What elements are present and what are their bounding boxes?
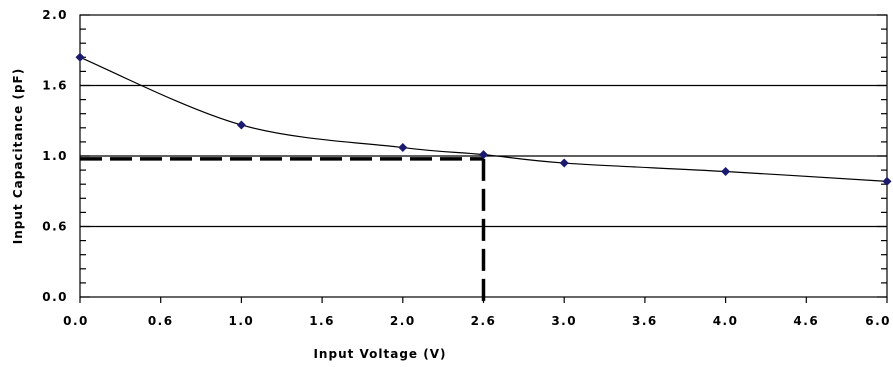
x-tick-label: 0.0 xyxy=(63,314,89,328)
x-tick-label: 2.0 xyxy=(390,314,416,328)
x-tick-label: 2.6 xyxy=(471,314,497,328)
y-tick-label: 0.6 xyxy=(42,220,68,234)
data-point-marker xyxy=(882,176,892,186)
data-point-marker xyxy=(236,120,246,130)
x-tick-label: 6.0 xyxy=(865,314,891,328)
x-tick-label: 1.6 xyxy=(309,314,335,328)
x-tick-labels: 0.0 0.6 1.0 1.6 2.0 2.6 3.0 3.6 4.0 4.6 6.0 xyxy=(63,314,891,328)
data-point-marker xyxy=(479,150,488,160)
y-tick-label: 1.0 xyxy=(42,149,68,163)
data-point-marker xyxy=(559,158,569,168)
reference-lines xyxy=(80,157,486,303)
y-tick-label: 2.0 xyxy=(42,8,68,22)
y-tick-labels: 0.0 0.6 1.0 1.6 2.0 xyxy=(42,8,68,304)
x-tick-label: 1.0 xyxy=(229,314,255,328)
y-tick-label: 1.6 xyxy=(42,79,68,93)
data-point-marker xyxy=(398,143,408,153)
data-point-marker xyxy=(721,167,731,177)
x-tick-label: 3.6 xyxy=(632,314,658,328)
x-axis-ticks xyxy=(79,297,888,303)
x-tick-label: 3.0 xyxy=(551,314,577,328)
y-axis-title: Input Capacitance (pF) xyxy=(11,68,25,244)
x-axis-title: Input Voltage (V) xyxy=(313,347,446,361)
data-points xyxy=(75,52,892,186)
x-tick-label: 0.6 xyxy=(148,314,174,328)
x-tick-label: 4.0 xyxy=(713,314,739,328)
x-tick-label: 4.6 xyxy=(793,314,819,328)
data-point-marker xyxy=(75,52,85,62)
y-tick-label: 0.0 xyxy=(42,290,68,304)
